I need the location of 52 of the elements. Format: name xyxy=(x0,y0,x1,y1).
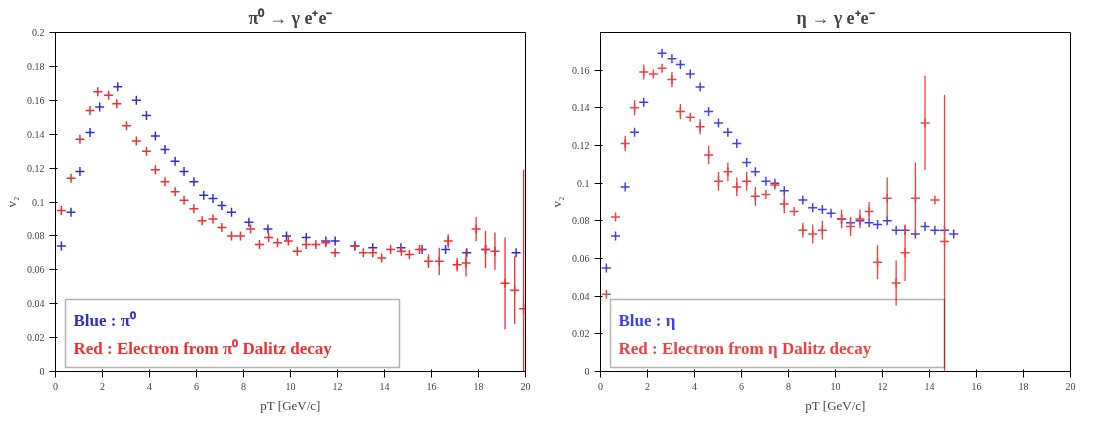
y-tick-label: 0.02 xyxy=(572,328,590,340)
x-tick-label: 6 xyxy=(739,380,744,392)
y-axis-title: v₂ xyxy=(4,196,19,208)
text: Blue : π⁰ xyxy=(73,310,137,330)
x-axis-title: pT [GeV/c] xyxy=(260,397,321,413)
y-tick-label: 0.06 xyxy=(27,264,45,276)
x-tick-label: 18 xyxy=(1018,380,1029,392)
text: Blue : η xyxy=(618,310,676,330)
x-tick-label: 0 xyxy=(53,380,58,392)
x-tick-label: 20 xyxy=(1065,380,1076,392)
x-tick-label: 12 xyxy=(877,380,888,392)
y-tick-label: 0 xyxy=(584,366,590,377)
y-tick-label: 0.08 xyxy=(572,215,590,227)
x-tick-label: 16 xyxy=(971,380,982,392)
x-tick-label: 20 xyxy=(520,380,531,392)
y-tick-label: 0.2 xyxy=(32,27,45,38)
y-tick-label: 0.16 xyxy=(572,64,590,76)
chart-title: η → γ e⁺e⁻ xyxy=(796,7,875,28)
x-tick-label: 0 xyxy=(598,380,603,392)
x-tick-label: 12 xyxy=(332,380,343,392)
text: Red : Electron from π⁰ Dalitz decay xyxy=(73,338,333,358)
y-tick-label: 0.18 xyxy=(27,60,45,72)
text: Red : Electron from η Dalitz decay xyxy=(618,338,872,358)
y-tick-label: 0.04 xyxy=(572,290,590,302)
x-tick-label: 14 xyxy=(379,380,390,392)
y-tick-label: 0.14 xyxy=(572,102,590,114)
x-tick-label: 6 xyxy=(194,380,199,392)
x-tick-label: 8 xyxy=(786,380,791,392)
y-tick-label: 0.1 xyxy=(577,177,590,189)
y-tick-label: 0.16 xyxy=(27,94,45,106)
y-tick-label: 0.14 xyxy=(27,128,45,140)
y-tick-label: 0.02 xyxy=(27,332,45,344)
x-tick-label: 8 xyxy=(241,380,246,392)
x-tick-label: 18 xyxy=(473,380,484,392)
x-tick-label: 10 xyxy=(830,380,841,392)
x-tick-label: 14 xyxy=(924,380,935,392)
y-tick-label: 0.1 xyxy=(32,196,45,208)
y-tick-label: 0.12 xyxy=(572,140,590,151)
x-tick-label: 4 xyxy=(692,380,697,392)
x-tick-label: 16 xyxy=(426,380,437,392)
y-tick-label: 0.04 xyxy=(27,298,45,310)
y-tick-label: 0.08 xyxy=(27,230,45,242)
chart-title: π⁰ → γ e⁺e⁻ xyxy=(248,7,333,28)
x-tick-label: 2 xyxy=(100,380,105,392)
x-tick-label: 2 xyxy=(645,380,650,392)
y-axis-title: v₂ xyxy=(549,196,564,208)
x-tick-label: 10 xyxy=(285,380,296,392)
y-tick-label: 0.12 xyxy=(27,162,45,174)
x-tick-label: 4 xyxy=(147,380,152,392)
y-tick-label: 0 xyxy=(39,366,45,377)
x-axis-title: pT [GeV/c] xyxy=(805,397,866,413)
y-tick-label: 0.06 xyxy=(572,253,590,264)
